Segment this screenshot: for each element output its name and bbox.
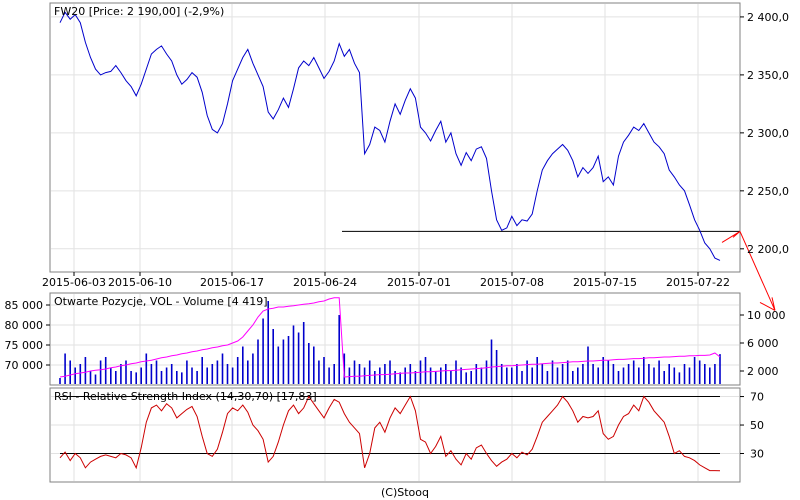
open-interest-axis: 85 000 80 000 75 000 70 000 [5,299,50,372]
rsi-reference-lines [60,396,720,455]
volume-panel-frame [49,292,741,386]
price-grid [51,4,739,271]
date-x-tick-label: 2015-07-01 [387,276,451,289]
volume-tick-label: 6 000 [747,337,779,350]
price-series-line [59,11,721,261]
volume-panel: Otwarte Pozycje, VOL - Volume [4 419] 85… [5,292,786,386]
rsi-y-tick-label: 70 [750,391,764,404]
rsi-panel-frame [49,387,741,483]
open-interest-line [59,297,721,378]
open-interest-tick-label: 80 000 [5,319,44,332]
volume-axis: 10 000 6 000 2 000 [740,309,786,378]
volume-tick-label: 2 000 [747,365,779,378]
rsi-y-tick-label: 50 [750,419,764,432]
date-x-tick-label: 2015-06-03 [42,276,106,289]
volume-panel-title: Otwarte Pozycje, VOL - Volume [4 419] [54,295,268,308]
price-y-tick-label: 2 200,0 [747,243,789,256]
open-interest-tick-label: 85 000 [5,299,44,312]
volume-tick-label: 10 000 [747,309,786,322]
price-panel: FW20 [Price: 2 190,00] (-2,9%) 2 400,02 … [42,2,789,311]
price-y-tick-label: 2 250,0 [747,185,789,198]
price-y-tick-label: 2 400,0 [747,11,789,24]
price-y-tick-label: 2 350,0 [747,69,789,82]
date-x-tick-label: 2015-06-24 [293,276,357,289]
date-x-axis: 2015-06-03 2015-06-10 2015-06-17 2015-06-24… [42,272,730,289]
rsi-panel-title: RSI - Relative Strength Index (14,30,70)… [54,390,317,403]
red-annotation-arrows [721,230,776,311]
price-y-axis: 2 400,0 2 350,0 2 300,0 2 250,0 2 200,0 [740,11,789,256]
date-x-tick-label: 2015-06-10 [108,276,172,289]
date-x-tick-label: 2015-07-22 [666,276,730,289]
rsi-y-tick-label: 30 [750,448,764,461]
price-panel-title: FW20 [Price: 2 190,00] (-2,9%) [54,5,224,18]
volume-grid [51,294,739,384]
price-y-tick-label: 2 300,0 [747,127,789,140]
date-x-tick-label: 2015-07-15 [573,276,637,289]
open-interest-tick-label: 75 000 [5,339,44,352]
rsi-y-axis: 70 50 30 [740,391,764,461]
rsi-series-line [59,395,721,472]
volume-bars [59,301,721,384]
open-interest-tick-label: 70 000 [5,359,44,372]
date-x-tick-label: 2015-06-17 [200,276,264,289]
date-x-tick-label: 2015-07-08 [480,276,544,289]
footer-credit: (C)Stooq [381,486,429,499]
rsi-panel: RSI - Relative Strength Index (14,30,70)… [49,387,764,483]
price-panel-frame [49,2,741,273]
